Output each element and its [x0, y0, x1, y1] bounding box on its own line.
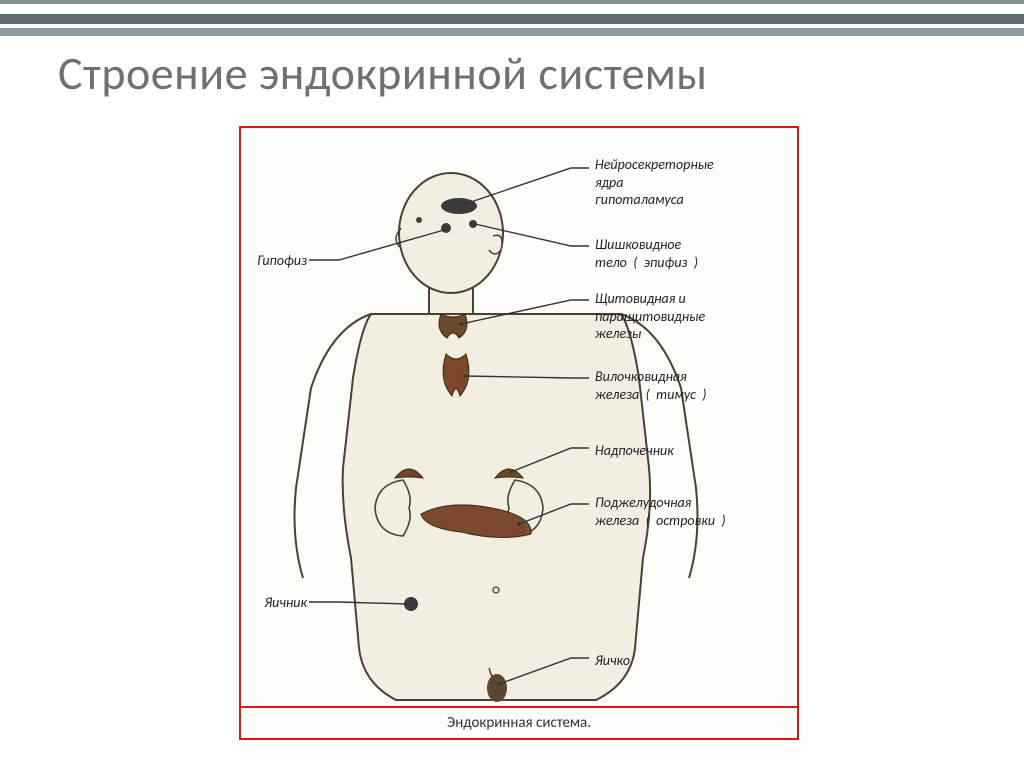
- label-ovary: Яичник: [249, 594, 307, 612]
- endocrine-diagram-svg: [241, 128, 797, 706]
- slide-title: Строение эндокринной системы: [58, 46, 707, 102]
- label-thyroid: Щитовидная и паращитовидные железы: [595, 290, 705, 343]
- label-pancreas: Поджелудочная железа ( островки ): [595, 494, 726, 529]
- stripe: [0, 14, 1024, 24]
- stripe: [0, 28, 1024, 36]
- label-pineal: Шишковидное тело ( эпифиз ): [595, 236, 698, 271]
- diagram-frame: Нейросекреторные ядра гипоталамуса Шишков…: [239, 126, 799, 740]
- slide-topbar: [0, 0, 1024, 36]
- diagram-caption: Эндокринная система.: [241, 706, 797, 738]
- label-thymus: Вилочковидная железа ( тимус ): [595, 368, 707, 403]
- diagram-area: Нейросекреторные ядра гипоталамуса Шишков…: [241, 128, 797, 706]
- gland-hypothalamus: [441, 198, 477, 214]
- gland-pituitary: [441, 223, 451, 233]
- label-adrenal: Надпочечник: [595, 442, 674, 460]
- label-testis: Яичко: [595, 652, 630, 670]
- label-hypothalamus: Нейросекреторные ядра гипоталамуса: [595, 156, 714, 209]
- label-pituitary: Гипофиз: [249, 252, 307, 270]
- gland-testis: [487, 674, 507, 702]
- stripe: [0, 4, 1024, 14]
